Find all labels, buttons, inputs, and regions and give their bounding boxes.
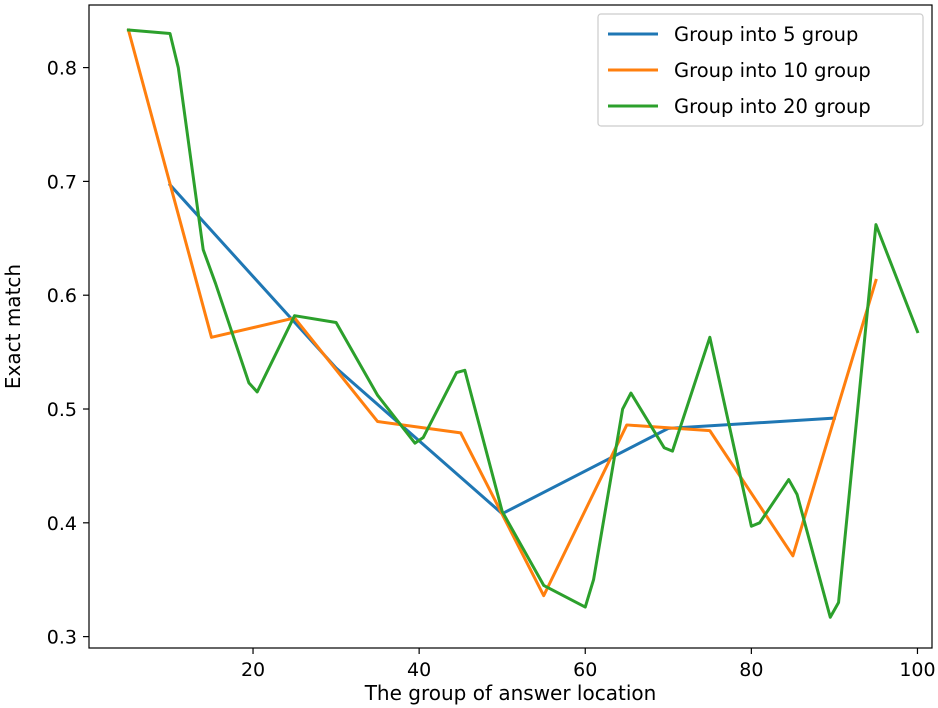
x-tick-label: 60 [573,659,597,681]
y-tick-label: 0.7 [47,171,77,193]
series-line-1 [167,182,836,516]
legend-label: Group into 10 group [674,59,871,82]
y-tick-label: 0.5 [47,399,77,421]
x-tick-label: 20 [241,659,265,681]
y-tick-label: 0.8 [47,58,77,80]
legend: Group into 5 group Group into 10 group Gro… [597,13,924,127]
plot-frame [88,4,933,649]
x-tick-label: 100 [899,659,935,681]
y-tick-label: 0.4 [47,513,77,535]
legend-label: Group into 20 group [674,95,871,118]
plot-lines [126,28,920,619]
y-axis-label: Exact match [1,264,25,389]
y-tick-label: 0.3 [47,627,77,649]
y-axis-ticks: 0.3 0.4 0.5 0.6 0.7 0.8 [47,58,89,649]
x-axis-label: The group of answer location [364,681,657,705]
x-tick-label: 40 [407,659,431,681]
legend-label: Group into 5 group [674,23,858,46]
y-tick-label: 0.6 [47,285,77,307]
x-axis-ticks: 20 40 60 80 100 [241,648,936,681]
x-tick-label: 80 [739,659,763,681]
series-line-3 [126,28,920,619]
legend-box [597,13,924,127]
